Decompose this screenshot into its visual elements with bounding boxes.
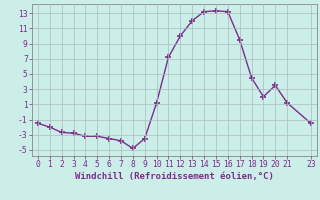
X-axis label: Windchill (Refroidissement éolien,°C): Windchill (Refroidissement éolien,°C) bbox=[75, 172, 274, 181]
